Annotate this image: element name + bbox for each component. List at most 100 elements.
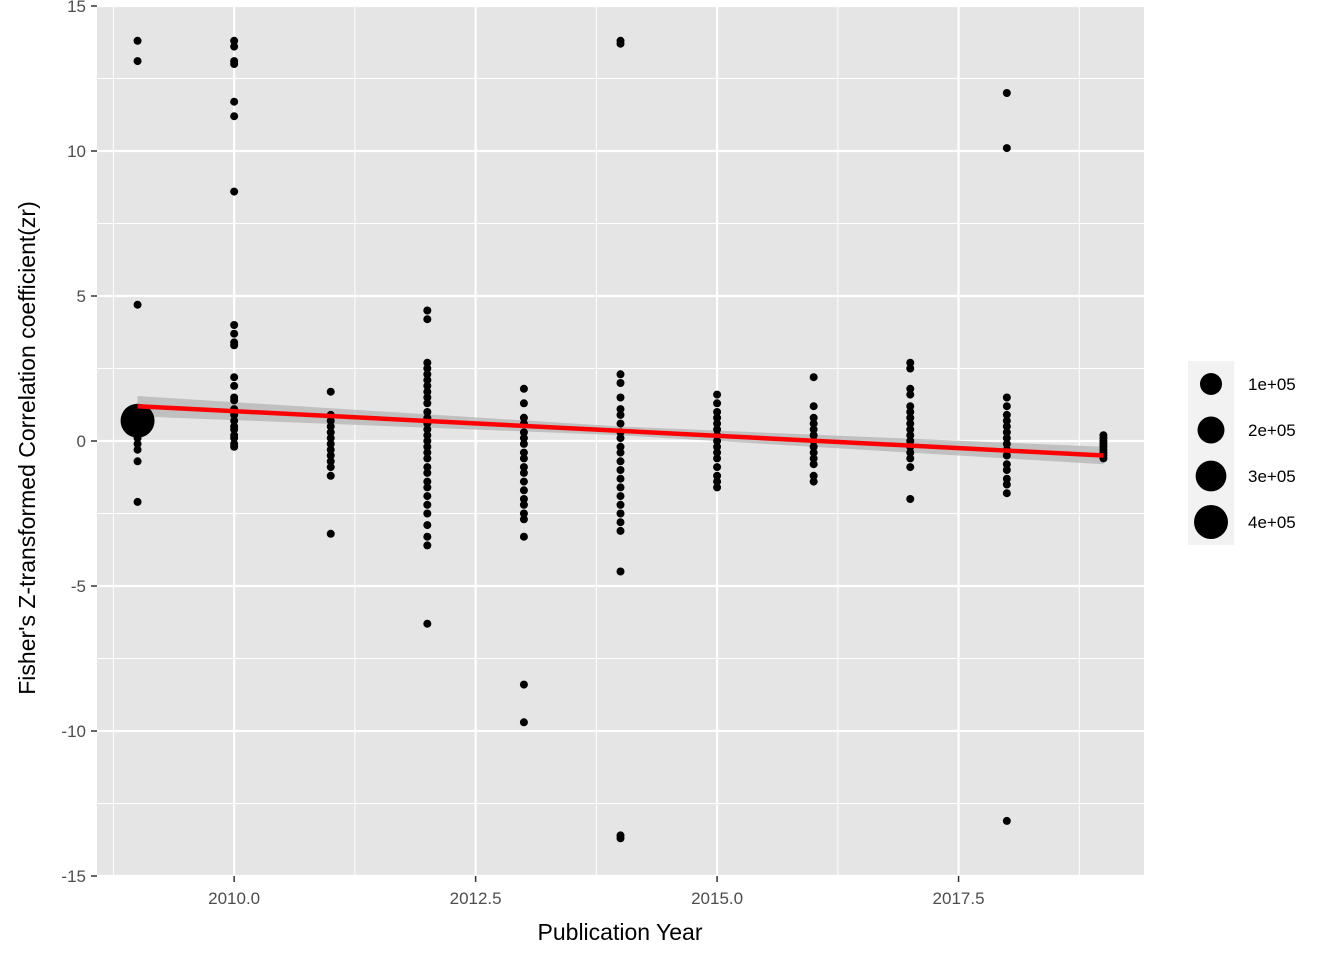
data-point: [230, 60, 239, 68]
data-point: [616, 410, 625, 419]
data-point: [1002, 439, 1011, 448]
data-point: [906, 463, 915, 472]
data-point: [133, 439, 142, 448]
data-point: [1002, 480, 1011, 489]
data-point: [906, 431, 915, 440]
data-point: [616, 434, 625, 443]
data-point: [906, 390, 915, 399]
data-point: [519, 413, 528, 422]
data-point: [519, 486, 528, 495]
data-point: [809, 471, 818, 480]
data-point: [906, 364, 915, 373]
data-point: [230, 381, 239, 390]
y-tick-label: -5: [71, 577, 86, 596]
data-point: [423, 387, 432, 396]
data-point: [713, 454, 722, 463]
data-point: [133, 497, 142, 506]
data-point: [713, 448, 722, 457]
data-point: [809, 419, 818, 428]
data-point: [616, 39, 625, 48]
data-point: [326, 434, 335, 443]
legend-key-point: [1197, 416, 1225, 444]
plot-panel: [97, 4, 1144, 878]
data-point: [906, 402, 915, 411]
data-point: [809, 442, 818, 451]
data-point: [519, 718, 528, 727]
data-point: [809, 454, 818, 463]
y-tick-label: -10: [61, 722, 86, 741]
data-point: [809, 413, 818, 422]
data-point: [713, 419, 722, 428]
data-point: [809, 448, 818, 457]
data-point: [423, 437, 432, 445]
data-point: [423, 468, 432, 477]
data-point: [713, 408, 722, 416]
data-point: [906, 413, 915, 422]
data-point: [1002, 451, 1011, 460]
data-point: [230, 36, 239, 45]
points-layer: [120, 36, 1108, 843]
trend-line: [137, 403, 1104, 458]
data-point: [423, 454, 432, 463]
data-point: [423, 315, 432, 324]
data-point: [616, 483, 625, 492]
data-point: [423, 376, 432, 385]
data-point: [230, 434, 239, 443]
data-point: [616, 405, 625, 414]
data-point: [230, 112, 239, 121]
data-point: [713, 483, 722, 492]
data-point: [616, 442, 625, 451]
data-point: [423, 521, 432, 530]
data-point: [519, 468, 528, 477]
data-point: [519, 680, 528, 689]
data-point: [230, 416, 239, 425]
data-point: [1002, 434, 1011, 443]
data-point: [326, 457, 335, 466]
data-point: [519, 495, 528, 503]
data-point: [906, 454, 915, 463]
data-point: [230, 373, 239, 382]
data-point: [519, 399, 528, 408]
data-point: [809, 402, 818, 411]
data-point: [616, 457, 625, 466]
legend-label: 2e+05: [1248, 421, 1296, 440]
data-point: [230, 442, 239, 451]
data-point: [1002, 428, 1011, 437]
data-point: [616, 393, 625, 402]
data-point: [423, 393, 432, 402]
legend-label: 3e+05: [1248, 467, 1296, 486]
data-point: [133, 434, 142, 443]
data-point: [230, 97, 239, 106]
data-point: [713, 413, 722, 422]
data-point: [809, 431, 818, 440]
data-point: [809, 477, 818, 486]
data-point: [133, 457, 142, 466]
data-point: [423, 532, 432, 541]
data-point: [906, 358, 915, 367]
data-point: [423, 306, 432, 315]
data-point: [1002, 466, 1011, 474]
y-tick-label: 0: [77, 432, 86, 451]
data-point: [326, 529, 335, 538]
data-point: [1002, 410, 1011, 419]
data-point: [326, 463, 335, 472]
trend-line-layer: [137, 403, 1104, 458]
data-point: [519, 439, 528, 448]
data-point: [906, 408, 915, 416]
data-point: [713, 442, 722, 451]
data-point: [616, 834, 625, 843]
data-point: [423, 477, 432, 486]
data-point: [423, 442, 432, 451]
data-point: [326, 416, 335, 425]
data-point: [519, 532, 528, 541]
data-point: [230, 329, 239, 338]
legend-label: 4e+05: [1248, 513, 1296, 532]
data-point: [120, 403, 155, 438]
data-point: [423, 541, 432, 550]
data-point: [133, 57, 142, 66]
data-point: [1002, 474, 1011, 483]
data-point: [519, 500, 528, 509]
x-tick-label: 2015.0: [691, 889, 743, 908]
data-point: [616, 466, 625, 474]
